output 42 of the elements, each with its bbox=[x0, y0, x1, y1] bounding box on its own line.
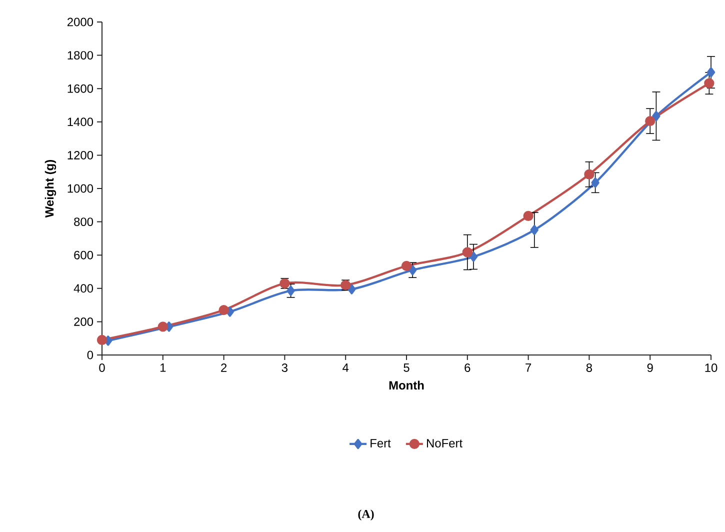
x-tick-label: 7 bbox=[526, 364, 532, 372]
y-tick-label: 200 bbox=[74, 317, 94, 326]
y-tick-label: 1800 bbox=[68, 51, 94, 60]
y-tick-label: 600 bbox=[74, 250, 94, 260]
point bbox=[286, 286, 295, 296]
point bbox=[96, 334, 108, 346]
x-tick-label: 5 bbox=[404, 364, 410, 372]
text: (A) bbox=[358, 510, 374, 520]
y-tick-label: 1000 bbox=[68, 184, 94, 193]
point bbox=[348, 284, 356, 294]
y-tick-label: 1400 bbox=[68, 118, 94, 126]
point bbox=[584, 169, 594, 180]
x-tick-label: 3 bbox=[282, 364, 288, 372]
point bbox=[704, 78, 714, 88]
legend-label: Fert bbox=[370, 439, 391, 448]
y-tick-label: 2000 bbox=[68, 18, 94, 26]
y-axis-title: Weight (g) bbox=[44, 160, 56, 218]
y-tick-label: 0 bbox=[87, 350, 94, 360]
x-tick-label: 2 bbox=[221, 364, 227, 372]
x-tick-label: 9 bbox=[647, 364, 653, 372]
x-tick-label: 0 bbox=[99, 364, 105, 372]
point bbox=[645, 116, 656, 126]
point bbox=[408, 265, 417, 276]
point bbox=[158, 322, 168, 332]
y-tick-label: 1200 bbox=[68, 150, 94, 160]
y-tick-label: 800 bbox=[74, 218, 94, 226]
y-tick-label: 1600 bbox=[68, 84, 94, 93]
point bbox=[530, 224, 538, 236]
point bbox=[591, 178, 600, 188]
point bbox=[469, 252, 478, 262]
legend-label: NoFert bbox=[427, 439, 462, 448]
point bbox=[523, 210, 534, 222]
x-tick-label: 4 bbox=[342, 364, 349, 372]
x-tick-label: 10 bbox=[705, 364, 718, 372]
x-axis-title: Month bbox=[389, 380, 424, 390]
point bbox=[652, 110, 660, 122]
y-tick-label: 400 bbox=[74, 284, 94, 293]
x-tick-label: 1 bbox=[160, 364, 166, 372]
x-tick-label: 8 bbox=[586, 364, 592, 372]
point bbox=[462, 247, 472, 258]
x-tick-label: 6 bbox=[464, 364, 470, 372]
point bbox=[218, 304, 229, 316]
